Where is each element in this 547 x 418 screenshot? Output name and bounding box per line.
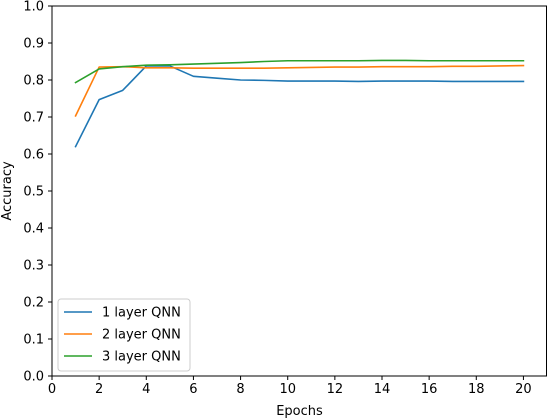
x-tick-label: 2	[95, 382, 103, 397]
x-axis-label: Epochs	[276, 404, 323, 418]
x-tick-label: 14	[374, 382, 391, 397]
x-tick-label: 8	[236, 382, 244, 397]
y-tick-label: 0.9	[23, 37, 44, 52]
y-tick-label: 0.7	[23, 111, 44, 126]
y-tick-label: 1.0	[23, 0, 44, 15]
series-line-3-layer-qnn	[74, 59, 525, 84]
x-tick-label: 4	[142, 382, 150, 397]
y-tick-label: 0.5	[23, 185, 44, 200]
legend-box	[57, 298, 191, 372]
x-tick-label: 20	[515, 382, 532, 397]
y-axis: 0.0 0.1 0.2 0.3 0.4 0.5 0.6 0.7 0.8 0.9 1.0	[23, 0, 52, 385]
legend: 1 layer QNN 2 layer QNN 3 layer QNN	[57, 298, 191, 372]
x-axis: 0 2 4 6 8 10 12 14 16 18 20	[48, 376, 532, 397]
series-line-2-layer-qnn	[74, 64, 525, 117]
y-tick-label: 0.2	[23, 296, 44, 311]
x-tick-label: 6	[189, 382, 197, 397]
y-tick-label: 0.1	[23, 333, 44, 348]
legend-label-2-layer-qnn: 2 layer QNN	[102, 328, 181, 343]
x-tick-label: 16	[421, 382, 438, 397]
legend-label-3-layer-qnn: 3 layer QNN	[102, 350, 181, 365]
series-line-1-layer-qnn	[74, 65, 525, 148]
y-axis-label: Accuracy	[0, 161, 15, 221]
x-tick-label: 10	[279, 382, 296, 397]
legend-label-1-layer-qnn: 1 layer QNN	[102, 306, 181, 321]
y-tick-label: 0.6	[23, 148, 44, 163]
y-tick-label: 0.3	[23, 259, 44, 274]
series-layer	[74, 59, 525, 148]
x-tick-label: 12	[327, 382, 344, 397]
y-tick-label: 0.0	[23, 370, 44, 385]
y-tick-label: 0.8	[23, 74, 44, 89]
x-tick-label: 0	[48, 382, 56, 397]
x-tick-label: 18	[468, 382, 485, 397]
y-tick-label: 0.4	[23, 222, 44, 237]
